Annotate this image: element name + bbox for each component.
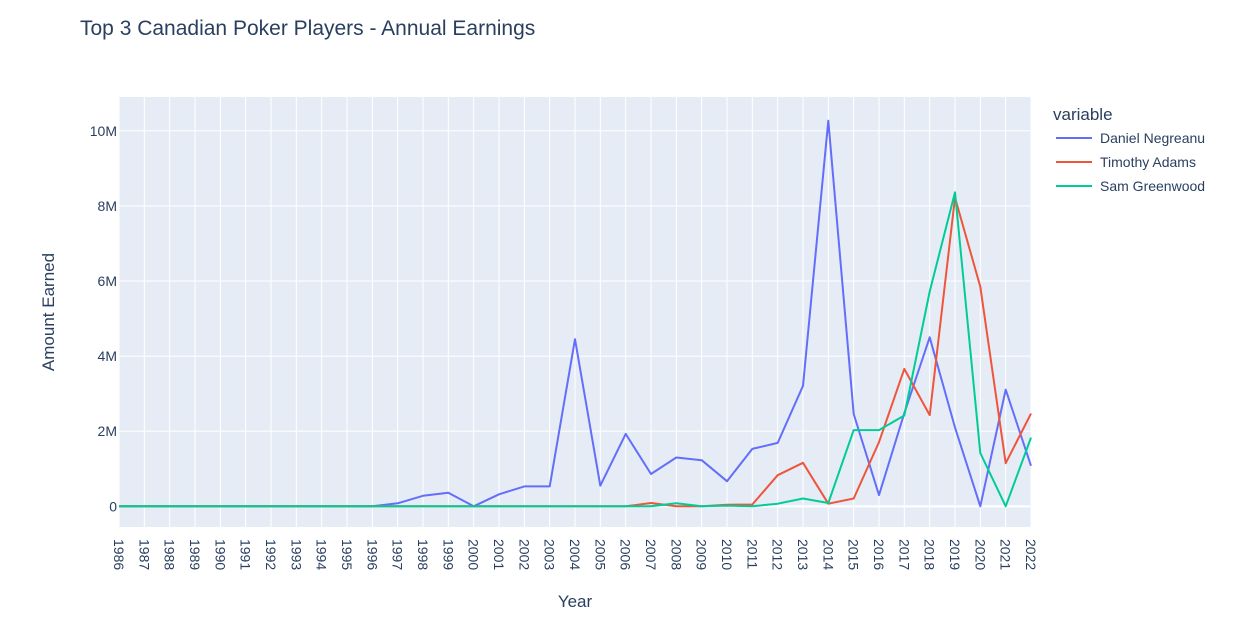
x-tick-label: 1997 (390, 539, 406, 570)
x-tick-label: 1995 (339, 539, 355, 570)
x-tick-label: 1998 (415, 539, 431, 570)
legend-item-label: Sam Greenwood (1100, 178, 1205, 194)
x-tick-label: 2012 (770, 539, 786, 570)
x-tick-label: 2018 (922, 539, 938, 570)
chart-title: Top 3 Canadian Poker Players - Annual Ea… (80, 17, 535, 40)
x-tick-label: 2015 (846, 539, 862, 570)
x-tick-label: 1993 (288, 539, 304, 570)
x-tick-label: 2006 (618, 539, 634, 570)
x-tick-label: 2019 (947, 539, 963, 570)
legend-title: variable (1053, 105, 1113, 124)
x-tick-label: 1986 (111, 539, 127, 570)
x-tick-label: 2008 (668, 539, 684, 570)
x-tick-label: 1992 (263, 539, 279, 570)
x-tick-label: 2014 (820, 539, 836, 570)
x-tick-label: 1988 (162, 539, 178, 570)
x-tick-label: 2017 (896, 539, 912, 570)
x-tick-label: 2020 (972, 539, 988, 570)
y-tick-label: 10M (90, 123, 117, 139)
y-tick-label: 4M (98, 348, 117, 364)
x-tick-label: 1989 (187, 539, 203, 570)
x-tick-label: 2013 (795, 539, 811, 570)
x-tick-label: 2002 (516, 539, 532, 570)
x-tick-label: 2004 (567, 539, 583, 570)
x-tick-label: 2011 (744, 539, 760, 569)
x-tick-label: 1987 (136, 539, 152, 570)
x-axis-title: Year (558, 592, 593, 611)
series-lines (119, 119, 1032, 508)
legend-item-label: Timothy Adams (1100, 154, 1196, 170)
x-tick-label: 1996 (364, 539, 380, 570)
x-tick-label: 2016 (871, 539, 887, 570)
x-tick-label: 2007 (643, 539, 659, 570)
x-tick-label: 2001 (491, 539, 507, 570)
y-tick-label: 2M (98, 423, 117, 439)
x-tick-label: 1991 (238, 539, 254, 570)
x-tick-label: 2022 (1023, 539, 1039, 570)
x-tick-label: 2009 (694, 539, 710, 570)
y-axis-ticks: 0 2M 4M 6M 8M 10M (90, 123, 117, 515)
series-line-sam-greenwood (119, 191, 1032, 508)
x-tick-label: 1990 (212, 539, 228, 570)
legend: variable Daniel Negreanu Timothy Adams Sam… (1053, 105, 1205, 194)
x-tick-label: 1994 (314, 539, 330, 570)
x-axis-ticks: 1986 1987 1988 1989 1990 1991 1992 1993 1994 1995… (111, 539, 1039, 570)
y-tick-label: 0 (109, 498, 117, 514)
legend-item-label: Daniel Negreanu (1100, 130, 1205, 146)
x-tick-label: 2000 (466, 539, 482, 570)
x-tick-label: 2005 (592, 539, 608, 570)
y-tick-label: 6M (98, 273, 117, 289)
x-tick-label: 2021 (998, 539, 1014, 570)
x-tick-label: 2003 (542, 539, 558, 570)
x-tick-label: 1999 (440, 539, 456, 570)
y-axis-title: Amount Earned (39, 253, 58, 371)
x-tick-label: 2010 (719, 539, 735, 570)
y-tick-label: 8M (98, 198, 117, 214)
